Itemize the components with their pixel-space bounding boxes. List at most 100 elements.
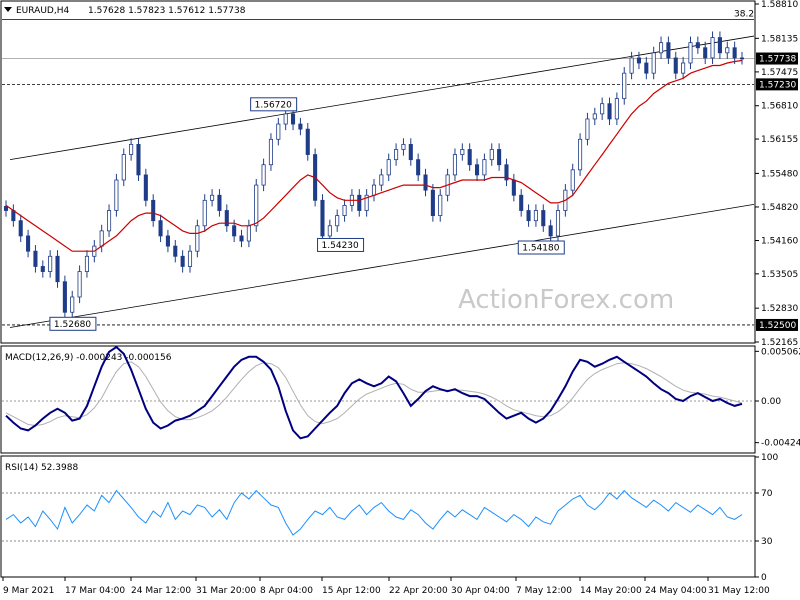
candle-body — [3, 206, 9, 211]
candle-body — [489, 149, 494, 161]
candle-body — [320, 199, 325, 237]
candle-body — [438, 194, 443, 216]
candle-body — [84, 255, 89, 272]
x-tick-label: 31 Mar 20:00 — [196, 586, 256, 596]
price-tick-label: 1.57475 — [761, 68, 798, 78]
rsi-tick-label: 70 — [761, 489, 773, 499]
header-triangle-icon[interactable] — [4, 7, 12, 12]
candle-body — [129, 143, 134, 155]
candle-body — [460, 149, 465, 155]
rsi-lines — [2, 489, 754, 542]
candle-body — [592, 113, 597, 120]
candle-body — [651, 52, 656, 74]
price-tag-box — [756, 318, 798, 331]
x-tick-label: 24 May 04:00 — [645, 586, 707, 596]
rsi-title: RSI(14) 52.3988 — [5, 463, 78, 473]
candle-body — [357, 194, 362, 211]
candle-body — [70, 296, 75, 313]
price-tick-label: 1.53505 — [761, 270, 798, 280]
candle-body — [371, 184, 377, 196]
price-annotations: 1.52680 1.56720 1.54230 1.54180 — [49, 97, 565, 331]
annotation-label: 1.56720 — [255, 100, 292, 110]
candle-body — [519, 194, 524, 211]
candle-body — [533, 210, 538, 222]
candle-body — [504, 164, 509, 181]
candle-body — [136, 143, 141, 176]
price-tag-label: 1.57738 — [759, 55, 796, 65]
rsi-axis: 100 70 30 0 — [755, 453, 778, 583]
price-tag-box — [756, 78, 798, 91]
candle-body — [342, 205, 347, 216]
candle-body — [327, 225, 332, 237]
candle-body — [629, 57, 634, 74]
price-tick-label: 1.52165 — [761, 338, 798, 348]
annotation-box — [49, 316, 97, 331]
price-tick-label: 1.54820 — [761, 203, 798, 213]
candle-body — [151, 199, 156, 222]
candle-body — [482, 159, 487, 176]
annotation-box — [250, 97, 298, 112]
candle-body — [541, 210, 546, 227]
candle-body — [386, 159, 391, 176]
candle-body — [688, 42, 693, 64]
candle-body — [180, 255, 185, 267]
candle-body — [114, 179, 119, 211]
moving-average-line — [5, 59, 743, 252]
price-tick-label: 1.52830 — [761, 304, 798, 314]
candle-body — [268, 138, 273, 166]
price-tag-label: 1.52500 — [759, 321, 796, 331]
candle-body — [408, 143, 413, 161]
candle-body — [55, 255, 60, 283]
candle-body — [165, 235, 170, 247]
macd-tick-label: 0.005062 — [761, 347, 800, 357]
candle-body — [187, 250, 193, 267]
trend-channel — [9, 35, 755, 328]
candle-body — [364, 194, 369, 211]
macd-tick-label: 0.00 — [761, 397, 781, 407]
candle-body — [607, 103, 612, 120]
x-tick-label: 8 Apr 04:00 — [260, 586, 313, 596]
candle-body — [121, 154, 126, 181]
candle-body — [511, 179, 516, 196]
x-tick-label: 15 Apr 12:00 — [322, 586, 381, 596]
candle-body — [636, 57, 641, 64]
candle-body — [717, 37, 722, 54]
candle-body — [173, 245, 178, 257]
price-tick-label: 1.56155 — [761, 135, 798, 145]
candle-body — [710, 37, 715, 59]
candle-body — [739, 57, 745, 60]
price-grid: 38.2 — [2, 9, 754, 326]
rsi-tick-label: 0 — [761, 573, 767, 583]
price-panel-frame — [0, 0, 756, 344]
candle-body — [578, 138, 583, 171]
price-tag-box — [756, 52, 798, 65]
candle-body — [224, 210, 229, 227]
candle-body — [239, 235, 244, 242]
candle-body — [394, 149, 399, 161]
candle-body — [430, 189, 435, 216]
price-tag-label: 1.57230 — [759, 80, 796, 90]
candle-body — [254, 184, 259, 227]
candle-body — [77, 271, 82, 298]
fib-label: 38.2 — [734, 9, 754, 19]
candle-body — [703, 47, 708, 59]
candle-body — [62, 281, 67, 313]
price-tick-label: 1.58810 — [761, 0, 798, 10]
channel-upper-line — [9, 35, 755, 161]
annotation-box — [517, 240, 565, 255]
candle-body — [695, 42, 700, 49]
candle-body — [217, 194, 222, 211]
candle-body — [291, 113, 296, 125]
candle-body — [246, 225, 251, 242]
price-tick-label: 1.56810 — [761, 102, 798, 112]
candle-body — [195, 225, 200, 252]
moving-average-series — [5, 59, 743, 252]
rsi-panel-frame — [0, 455, 756, 578]
candle-body — [232, 225, 237, 237]
header-symbol: EURAUD,H4 — [16, 6, 69, 16]
candle-body — [379, 174, 384, 186]
price-tick-label: 1.58135 — [761, 34, 798, 44]
candle-body — [107, 210, 112, 232]
annotation-box — [317, 237, 365, 252]
